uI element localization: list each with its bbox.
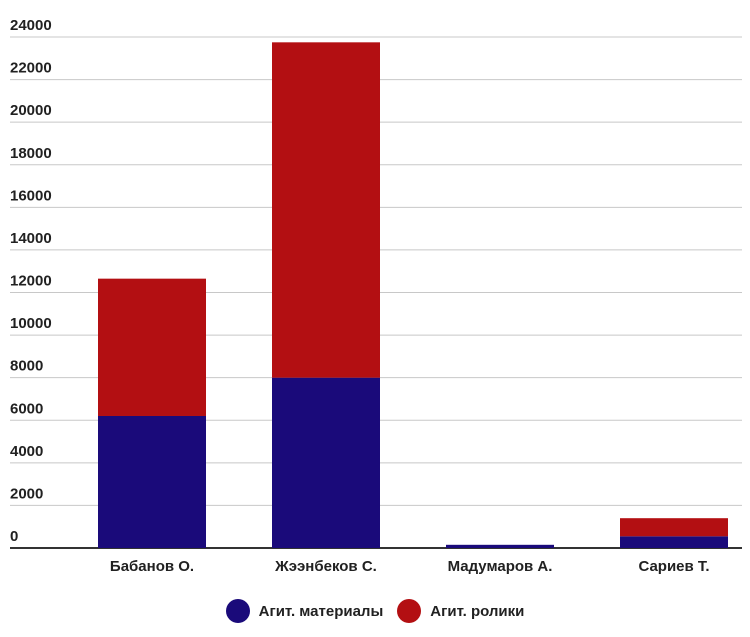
legend: Агит. материалы Агит. ролики [0, 599, 750, 623]
y-tick-label-4000: 4000 [10, 443, 43, 460]
legend-label-materials: Агит. материалы [258, 602, 384, 620]
legend-item-materials[interactable]: Агит. материалы [225, 599, 384, 623]
bar-segment-0-0[interactable] [98, 415, 206, 548]
x-tick-label-0: Бабанов О. [110, 558, 194, 575]
bar-segment-1-0[interactable] [272, 377, 380, 548]
y-tick-label-22000: 22000 [10, 60, 52, 77]
legend-label-videos: Агит. ролики [430, 602, 525, 620]
y-tick-label-20000: 20000 [10, 102, 52, 119]
y-axis-tick-labels: 0 2000 4000 6000 8000 10000 12000 14000 16000 180… [10, 17, 52, 545]
x-tick-label-1: Жээнбеков С. [274, 558, 377, 575]
legend-swatch-videos [397, 599, 422, 623]
bar-segment-1-1[interactable] [272, 42, 380, 378]
legend-swatch-materials [225, 599, 250, 623]
x-tick-label-3: Сариев Т. [638, 558, 709, 575]
y-tick-label-0: 0 [10, 528, 18, 545]
y-tick-label-2000: 2000 [10, 485, 43, 502]
legend-item-videos[interactable]: Агит. ролики [397, 599, 524, 623]
bar-segment-2-0[interactable] [446, 544, 554, 548]
bar-segment-0-1[interactable] [98, 278, 206, 416]
x-axis-tick-labels: Бабанов О. Жээнбеков С. Мадумаров А. Сариев… [110, 558, 710, 575]
y-tick-label-18000: 18000 [10, 145, 52, 162]
y-tick-label-8000: 8000 [10, 358, 43, 375]
y-tick-label-14000: 14000 [10, 230, 52, 247]
x-tick-label-2: Мадумаров А. [448, 558, 553, 575]
y-tick-label-16000: 16000 [10, 187, 52, 204]
y-tick-label-6000: 6000 [10, 400, 43, 417]
y-tick-label-24000: 24000 [10, 17, 52, 34]
y-tick-label-10000: 10000 [10, 315, 52, 332]
y-tick-label-12000: 12000 [10, 273, 52, 290]
bar-segment-3-1[interactable] [620, 518, 728, 537]
bars [98, 42, 728, 548]
bar-segment-3-0[interactable] [620, 536, 728, 548]
